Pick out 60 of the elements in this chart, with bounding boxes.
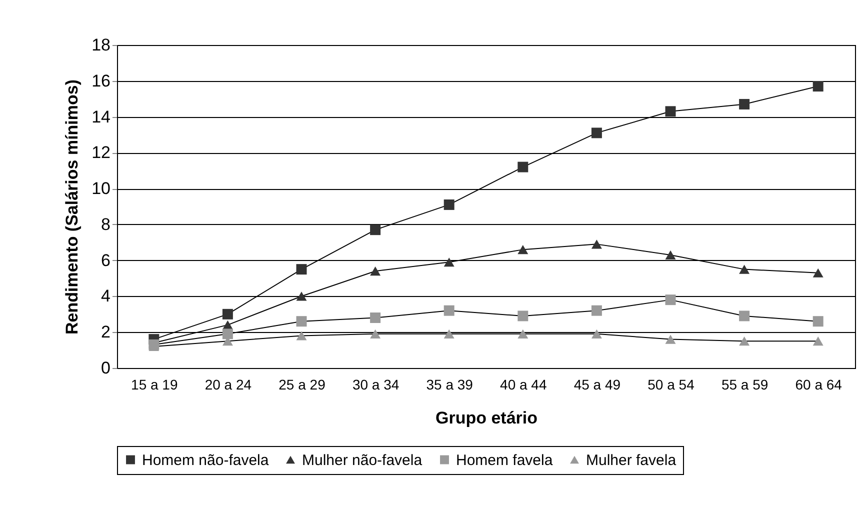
point <box>222 328 233 340</box>
point <box>665 106 676 117</box>
point <box>296 292 307 301</box>
point <box>739 98 750 110</box>
point <box>370 266 381 276</box>
x-tick-label: 30 a 34 <box>352 376 400 392</box>
legend-label: Mulher favela <box>586 452 677 469</box>
point <box>665 294 676 306</box>
x-tick-label: 40 a 44 <box>500 376 547 392</box>
y-tick-label: 12 <box>92 143 110 162</box>
point <box>739 336 750 346</box>
point <box>444 329 454 338</box>
x-tick-label: 35 a 39 <box>426 376 474 392</box>
x-tick-label: 25 a 29 <box>278 376 326 392</box>
x-tick-label: 55 a 59 <box>721 376 768 392</box>
y-tick-label: 10 <box>92 179 110 198</box>
x-tick-label: 50 a 54 <box>648 376 695 392</box>
point <box>370 312 381 323</box>
point <box>665 250 676 260</box>
y-tick-label: 0 <box>101 358 110 378</box>
point <box>518 162 528 172</box>
point <box>665 334 676 344</box>
point <box>444 258 454 267</box>
point <box>591 305 602 316</box>
y-tick-label: 4 <box>101 286 110 306</box>
x-axis-title: Grupo etário <box>435 408 538 428</box>
y-tick-label: 8 <box>101 214 110 234</box>
point <box>444 199 454 210</box>
point <box>812 268 824 278</box>
point <box>591 240 602 249</box>
x-tick-label: 15 a 19 <box>131 376 178 392</box>
point <box>591 329 602 338</box>
point <box>370 224 381 236</box>
point <box>444 305 454 316</box>
legend-label: Homem favela <box>456 452 554 469</box>
y-tick-label: 16 <box>92 71 110 90</box>
y-tick-label: 6 <box>101 250 110 270</box>
y-tick-label: 14 <box>92 107 110 126</box>
point <box>518 329 528 338</box>
x-tick-label: 20 a 24 <box>204 376 252 392</box>
point <box>739 310 750 322</box>
y-tick-label: 18 <box>92 36 110 54</box>
point <box>812 81 824 92</box>
point <box>518 310 528 322</box>
x-tick-label: 60 a 64 <box>795 376 842 392</box>
point <box>739 264 750 274</box>
point <box>370 329 381 338</box>
point <box>591 128 602 138</box>
point <box>812 316 824 327</box>
x-tick-label: 45 a 49 <box>574 376 621 392</box>
y-axis-title: Rendimento (Salários mínimos) <box>62 79 82 335</box>
y-tick-label: 2 <box>101 322 110 342</box>
legend-label: Mulher não-favela <box>302 452 423 469</box>
point <box>296 264 307 275</box>
point <box>296 331 307 340</box>
point <box>222 308 233 320</box>
point <box>812 336 824 346</box>
point <box>296 316 307 327</box>
point <box>518 245 528 254</box>
legend-label: Homem não-favela <box>142 452 270 469</box>
